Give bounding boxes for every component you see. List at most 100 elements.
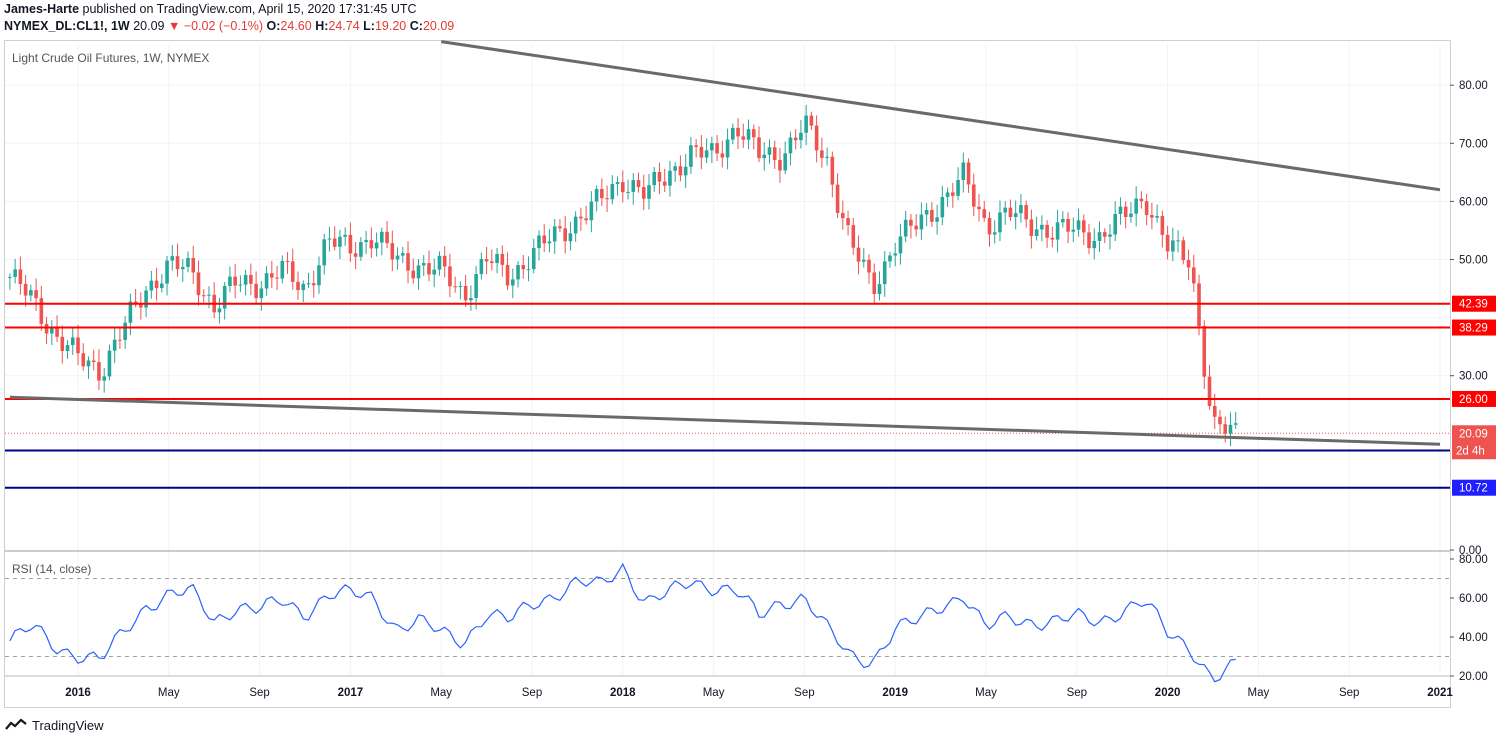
time-axis[interactable]: 2016 May Sep 2017 May Sep 2018 May Sep 2019 May Sep… xyxy=(65,687,1453,699)
candle-body xyxy=(453,286,457,288)
candle-body xyxy=(1223,424,1228,434)
candle-body xyxy=(469,298,473,301)
candle-body xyxy=(1066,218,1070,232)
candle-body xyxy=(930,209,934,222)
candle-body xyxy=(123,322,127,340)
x-tick-label: 2016 xyxy=(65,687,91,699)
candle-body xyxy=(1118,206,1123,214)
candles xyxy=(8,104,1238,447)
candle-body xyxy=(243,274,248,285)
candle-body xyxy=(987,217,992,235)
tradingview-logo-icon[interactable] xyxy=(4,717,28,733)
rsi-tick-label: 80.00 xyxy=(1459,554,1488,566)
candle-body xyxy=(1181,240,1186,261)
candle-body xyxy=(521,265,526,270)
candle-body xyxy=(128,301,133,323)
x-tick-label: 2018 xyxy=(610,687,636,699)
candle-body xyxy=(804,115,808,133)
footer: TradingView xyxy=(4,717,104,733)
trendline[interactable] xyxy=(9,395,1441,446)
y-tick-label: 50.00 xyxy=(1459,255,1488,267)
candle-body xyxy=(731,127,735,140)
candle-body xyxy=(1150,215,1154,218)
candle-body xyxy=(751,129,756,138)
candle-body xyxy=(1008,207,1013,218)
candle-body xyxy=(940,196,945,218)
candle-body xyxy=(652,171,657,186)
candle-body xyxy=(537,235,541,249)
candle-body xyxy=(898,236,903,254)
candle-body xyxy=(552,226,557,242)
x-tick-label: May xyxy=(430,687,452,699)
candle-body xyxy=(982,209,987,218)
candle-body xyxy=(1024,205,1028,220)
candle-body xyxy=(500,253,505,265)
down-arrow-icon: ▼ xyxy=(167,19,181,33)
candle-body xyxy=(191,257,196,273)
candle-body xyxy=(249,274,253,284)
price-change: −0.02 (−0.1%) xyxy=(183,19,264,33)
publish-text: published on TradingView.com, April 15, … xyxy=(82,2,417,16)
x-tick-label: May xyxy=(975,687,997,699)
chart-frame xyxy=(4,40,1451,708)
candle-body xyxy=(81,353,86,367)
candle-body xyxy=(13,269,17,277)
y-tick-label: 0.00 xyxy=(1459,545,1481,557)
candle-body xyxy=(1076,220,1081,230)
candle-body xyxy=(563,228,567,242)
candle-body xyxy=(573,216,578,234)
candle-body xyxy=(1081,220,1086,233)
rsi-tick-label: 60.00 xyxy=(1459,593,1488,605)
candle-body xyxy=(1155,216,1159,218)
candle-body xyxy=(1102,232,1107,237)
candle-body xyxy=(1123,206,1128,218)
candle-body xyxy=(112,339,117,351)
open-label: O: xyxy=(266,19,281,33)
symbol-name: NYMEX_DL:CL1! xyxy=(4,19,105,33)
candle-body xyxy=(1202,326,1207,377)
candle-body xyxy=(647,185,651,199)
candle-body xyxy=(463,286,468,301)
candle-body xyxy=(767,147,772,155)
candle-body xyxy=(956,180,960,196)
candle-body xyxy=(1019,205,1023,214)
candle-body xyxy=(872,272,877,294)
candle-body xyxy=(1092,240,1097,249)
candle-body xyxy=(867,259,871,273)
candle-body xyxy=(783,153,787,171)
candle-body xyxy=(510,279,515,286)
author-name[interactable]: James-Harte xyxy=(4,2,80,16)
candle-body xyxy=(421,263,426,266)
candle-body xyxy=(385,231,389,244)
candle-body xyxy=(474,274,478,299)
rsi-title: RSI (14, close) xyxy=(12,562,91,576)
trendline[interactable] xyxy=(440,40,1441,192)
candle-body xyxy=(909,219,913,226)
price-axis[interactable]: 80.0070.0060.0050.0030.000.0080.0060.004… xyxy=(1450,80,1488,683)
candle-body xyxy=(736,127,740,137)
candle-body xyxy=(856,247,861,262)
candle-body xyxy=(332,238,337,247)
x-tick-label: 2021 xyxy=(1427,687,1453,699)
brand-name[interactable]: TradingView xyxy=(32,717,104,733)
candle-body xyxy=(1139,198,1144,202)
candle-body xyxy=(437,255,442,270)
candle-body xyxy=(615,182,620,184)
rsi-tick-label: 20.00 xyxy=(1459,671,1488,683)
candle-body xyxy=(70,337,75,346)
candle-body xyxy=(18,269,23,284)
candle-body xyxy=(144,290,148,308)
candle-body xyxy=(1129,213,1133,218)
candle-body xyxy=(542,235,547,244)
candle-body xyxy=(689,145,693,167)
candle-body xyxy=(1013,213,1018,218)
candle-body xyxy=(233,276,237,286)
last-price-tag xyxy=(1452,425,1496,460)
candle-body xyxy=(118,339,122,341)
candle-body xyxy=(86,360,91,367)
candle-body xyxy=(830,156,835,185)
grid xyxy=(5,44,1450,677)
candle-body xyxy=(641,187,646,199)
candle-body xyxy=(835,184,840,213)
